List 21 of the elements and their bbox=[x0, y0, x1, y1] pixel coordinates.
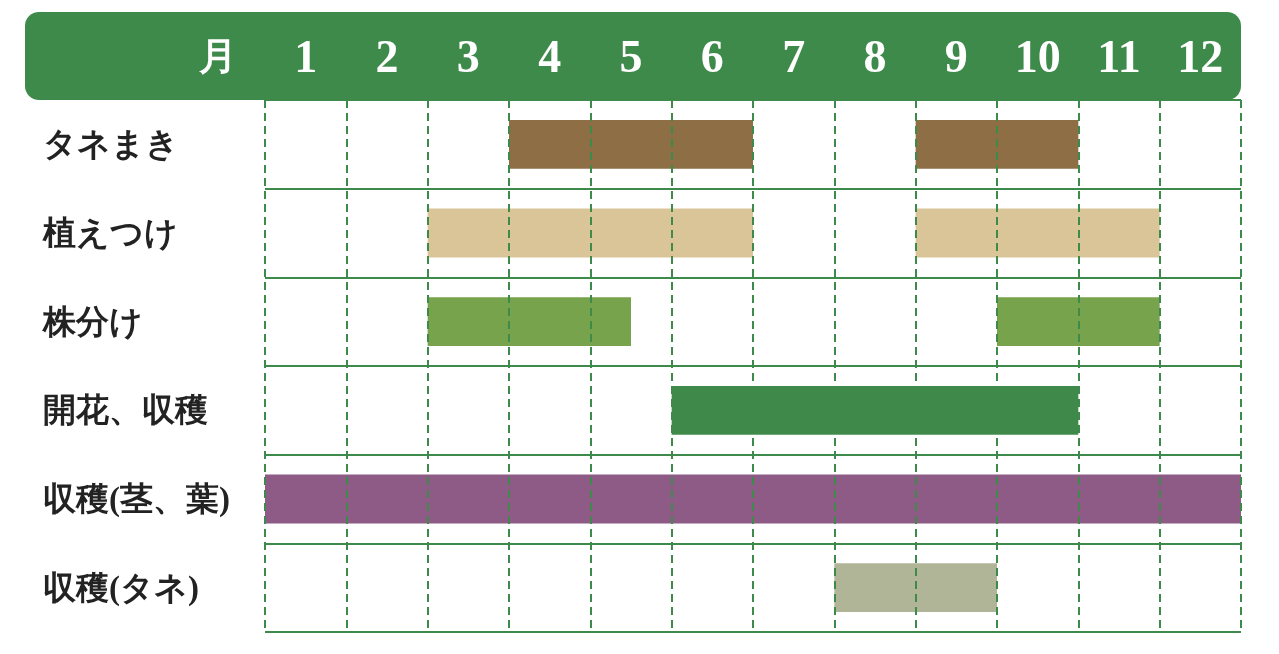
bar bbox=[265, 474, 1241, 524]
x-tick-label: 1 bbox=[294, 30, 318, 82]
bar bbox=[834, 563, 997, 613]
x-tick-label: 5 bbox=[619, 30, 643, 82]
y-tick-label: 開花、収穫 bbox=[43, 392, 208, 429]
x-axis-title: 月 bbox=[198, 35, 237, 77]
x-tick-label: 3 bbox=[456, 30, 480, 82]
y-tick-label: 植えつけ bbox=[42, 215, 178, 251]
x-tick-label: 9 bbox=[944, 30, 968, 82]
x-tick-label: 2 bbox=[375, 30, 399, 82]
x-tick-label: 12 bbox=[1177, 30, 1224, 82]
x-tick-label: 6 bbox=[700, 30, 724, 82]
y-tick-label: 収穫(タネ) bbox=[43, 569, 199, 607]
y-tick-label: 収穫(茎、葉) bbox=[43, 481, 230, 518]
y-tick-label: 株分け bbox=[42, 303, 143, 340]
x-tick-label: 11 bbox=[1097, 30, 1141, 82]
x-tick-label: 7 bbox=[782, 30, 806, 82]
x-tick-label: 4 bbox=[538, 30, 562, 82]
y-tick-label: タネまき bbox=[43, 126, 179, 163]
x-tick-label: 10 bbox=[1014, 30, 1061, 82]
x-tick-label: 8 bbox=[863, 30, 887, 82]
